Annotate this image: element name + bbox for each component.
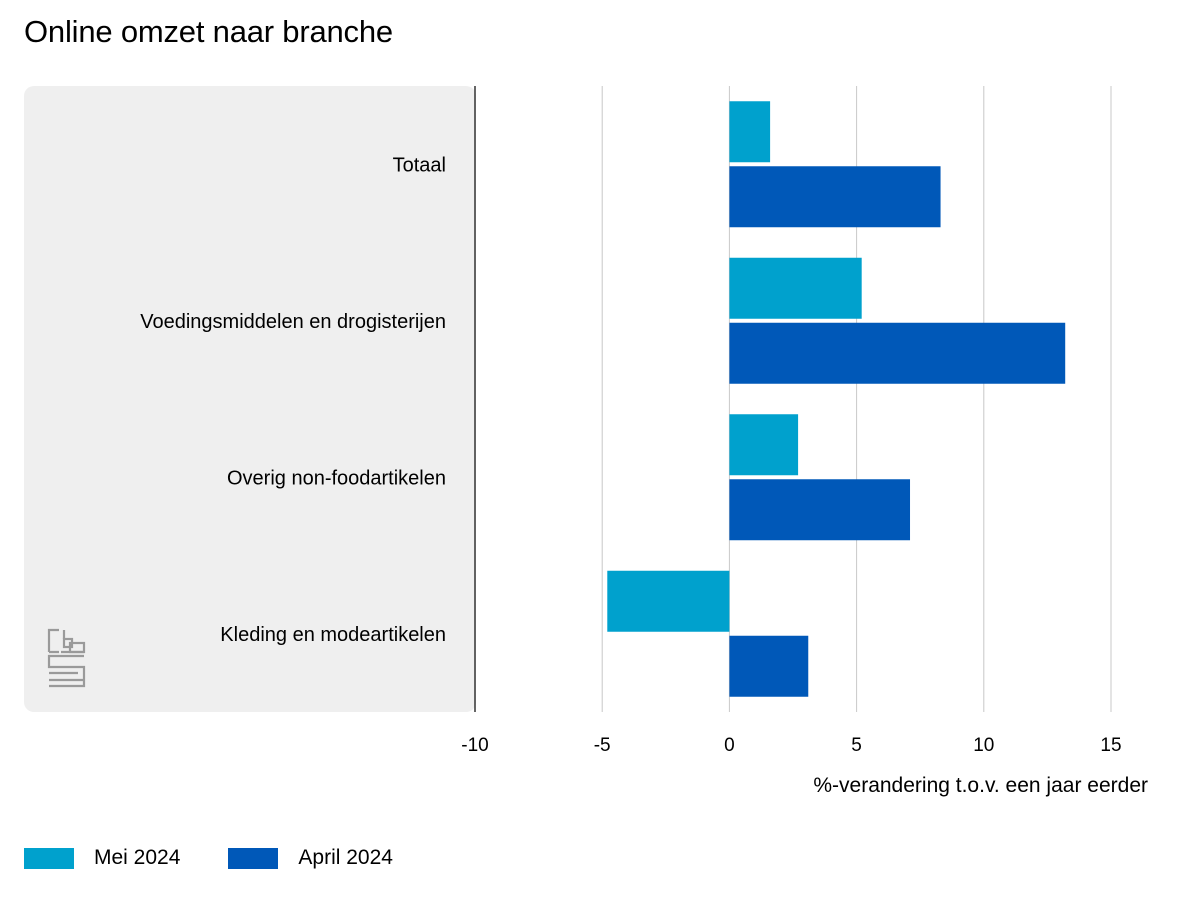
- category-label: Totaal: [393, 154, 446, 176]
- bar-april-2024: [729, 635, 809, 697]
- x-tick-label: 10: [973, 735, 994, 756]
- legend-swatch: [228, 847, 279, 869]
- category-panel: [24, 86, 476, 712]
- bar-april-2024: [729, 322, 1066, 384]
- category-label: Kleding en modeartikelen: [220, 624, 446, 646]
- bar-april-2024: [729, 166, 941, 228]
- bar-mei-2024: [729, 257, 862, 319]
- cbs-logo: [47, 628, 86, 688]
- category-labels: Totaal Voedingsmiddelen en drogisterijen O…: [140, 154, 446, 646]
- legend-label: Mei 2024: [94, 846, 181, 869]
- x-axis-title: %-verandering t.o.v. een jaar eerder: [813, 774, 1148, 797]
- category-label: Voedingsmiddelen en drogisterijen: [140, 311, 446, 333]
- bar-mei-2024: [607, 570, 730, 632]
- x-tick-label: 0: [724, 735, 735, 756]
- legend: Mei 2024 April 2024: [24, 846, 441, 870]
- x-tick-label: 15: [1100, 735, 1121, 756]
- x-tick-label: 5: [851, 735, 862, 756]
- bar-chart: Totaal Voedingsmiddelen en drogisterijen O…: [24, 86, 1148, 797]
- x-tick-labels: -10 -5 0 5 10 15: [461, 735, 1121, 756]
- x-tick-label: -10: [461, 735, 488, 756]
- legend-swatch: [24, 847, 74, 869]
- bars: [607, 101, 1066, 697]
- legend-item: April 2024: [228, 846, 393, 870]
- x-tick-label: -5: [594, 735, 611, 756]
- category-label: Overig non-foodartikelen: [227, 467, 446, 489]
- bar-mei-2024: [729, 101, 771, 163]
- bar-mei-2024: [729, 414, 799, 476]
- bar-april-2024: [729, 479, 911, 541]
- chart-title: Online omzet naar branche: [24, 14, 393, 49]
- legend-item: Mei 2024: [24, 846, 180, 870]
- legend-label: April 2024: [298, 846, 393, 869]
